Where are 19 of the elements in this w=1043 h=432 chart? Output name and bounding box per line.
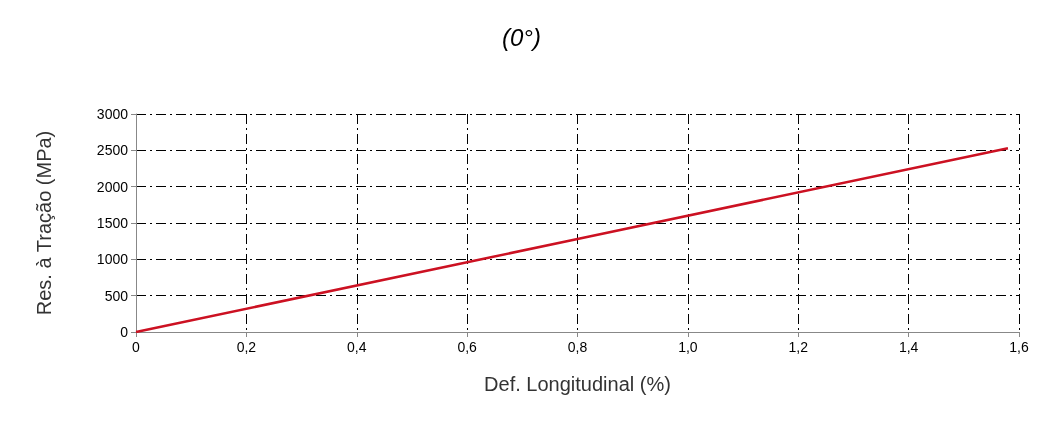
y-tick-label: 3000 — [96, 106, 129, 122]
y-axis-title: Res. à Tração (MPa) — [33, 130, 55, 316]
y-tick-label: 2500 — [96, 142, 129, 159]
x-tick-label: 1,6 — [1009, 339, 1029, 355]
x-tick-label: 0,2 — [236, 339, 257, 355]
y-tick-label: 1000 — [96, 251, 129, 268]
y-tick-label: 0 — [120, 324, 129, 340]
x-tick-label: 0,8 — [567, 339, 588, 355]
x-tick-label: 0,6 — [457, 339, 478, 355]
x-tick-label: 0 — [132, 339, 141, 355]
x-tick-label: 0,4 — [347, 339, 367, 355]
x-tick-label: 1,4 — [898, 339, 919, 355]
y-tick-label: 500 — [104, 287, 129, 304]
x-tick-label: 1,2 — [788, 339, 809, 355]
y-tick-label: 2000 — [96, 178, 129, 195]
chart-title: (0°) — [502, 23, 541, 51]
x-axis-title: Def. Longitudinal (%) — [484, 373, 671, 395]
y-tick-label: 1500 — [96, 215, 129, 231]
x-tick-label: 1,0 — [678, 339, 698, 355]
